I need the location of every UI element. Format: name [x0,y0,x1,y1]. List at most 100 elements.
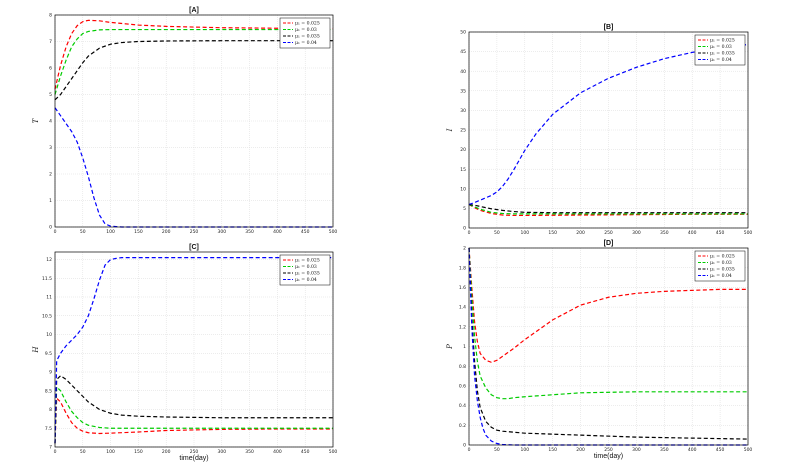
x-tick-label: 350 [245,449,254,455]
series-line-0 [54,396,333,444]
chart-title: [C] [189,244,199,251]
legend-entry: μ₁ = 0.035 [710,51,735,57]
axes-frame [54,14,334,228]
x-tick-label: 300 [218,229,227,235]
y-tick-label: 45 [460,49,466,55]
x-tick-label: 50 [494,447,500,453]
y-tick-label: 11.5 [42,276,52,282]
x-tick-label: 300 [632,447,641,453]
x-tick-label: 300 [218,449,227,455]
series-line-3 [54,257,333,444]
y-tick-label: 6 [49,66,52,72]
series-line-2 [468,247,749,440]
x-tick-label: 0 [468,447,471,453]
x-tick-label: 50 [80,449,86,455]
x-tick-label: 150 [548,230,557,236]
series-line-2 [54,374,333,444]
y-tick-label: 0.6 [459,384,466,390]
x-tick-label: 450 [301,229,310,235]
x-tick-label: 50 [80,229,86,235]
legend-entry: μ₁ = 0.025 [710,38,735,44]
series-line-2 [468,203,748,214]
chart-2: 0 50 100 150 200 250 300 350 400 450 500 7 7.5 8 8.5 9 9… [32,244,337,462]
x-tick-label: 350 [660,230,669,236]
series-line-1 [468,203,748,215]
series-line-1 [54,28,333,95]
x-tick-label: 200 [576,447,585,453]
series-line-1 [468,247,748,400]
x-tick-label: 500 [329,229,338,235]
y-tick-label: 8 [49,407,52,413]
y-tick-label: 40 [460,69,466,75]
x-tick-label: 400 [688,230,697,236]
x-tick-label: 450 [301,449,310,455]
x-tick-label: 450 [716,447,725,453]
series-line-0 [468,247,748,363]
y-tick-label: 0.4 [459,403,466,409]
x-tick-label: 0 [468,230,471,236]
x-tick-label: 0 [54,229,57,235]
chart-title: [A] [189,7,199,14]
x-tick-label: 200 [162,229,171,235]
y-axis-label: T [32,117,40,123]
y-tick-label: 1 [49,198,52,204]
legend-entry: μ₁ = 0.025 [295,258,320,264]
series-line-2 [54,40,333,101]
axes-frame [468,31,749,229]
x-axis-label: time(day) [179,455,208,462]
chart-title: [B] [604,24,614,31]
y-tick-label: 7 [49,445,52,451]
x-axis-label: time(day) [594,453,623,460]
x-tick-label: 100 [106,229,115,235]
y-tick-label: 10.5 [42,313,52,319]
x-tick-label: 100 [521,447,530,453]
y-tick-label: 5 [49,92,52,98]
x-tick-label: 100 [521,230,530,236]
y-tick-label: 15 [460,167,466,173]
chart-0: 0 50 100 150 200 250 300 350 400 450 500 0 1 2 3 4 5 6 7 8 [… [32,7,337,235]
y-tick-label: 4 [49,119,52,125]
axes-frame [54,251,334,448]
x-tick-label: 400 [273,229,282,235]
x-tick-label: 200 [576,230,585,236]
x-tick-label: 250 [190,449,199,455]
y-tick-label: 0 [49,225,52,231]
x-tick-label: 500 [329,449,338,455]
y-tick-label: 0 [463,443,466,449]
x-tick-label: 50 [494,230,500,236]
series-line-1 [54,385,333,444]
y-tick-label: 7.5 [45,426,52,432]
legend-entry: μ₁ = 0.035 [710,267,735,273]
y-tick-label: 50 [460,30,466,36]
chart-title: [D] [604,240,614,247]
legend-entry: μ₁ = 0.04 [295,277,317,283]
x-tick-label: 400 [273,449,282,455]
y-tick-label: 9.5 [45,351,52,357]
y-tick-label: 3 [49,145,52,151]
y-tick-label: 10 [460,186,466,192]
y-tick-label: 10 [46,332,52,338]
x-tick-label: 400 [688,447,697,453]
y-tick-label: 8 [49,13,52,19]
y-tick-label: 5 [463,206,466,212]
y-tick-label: 20 [460,147,466,153]
legend-entry: μ₁ = 0.035 [295,34,320,40]
legend-entry: μ₁ = 0.04 [710,273,732,279]
x-tick-label: 150 [548,447,557,453]
y-tick-label: 35 [460,88,466,94]
y-tick-label: 8.5 [45,388,52,394]
y-tick-label: 2 [463,246,466,252]
y-axis-label: P [446,344,454,350]
legend-entry: μ₁ = 0.035 [295,271,320,277]
x-tick-label: 150 [134,449,143,455]
x-tick-label: 250 [604,447,613,453]
y-tick-label: 7 [49,39,52,45]
series-line-0 [468,203,748,217]
legend-entry: μ₁ = 0.025 [710,254,735,260]
x-tick-label: 500 [744,230,753,236]
